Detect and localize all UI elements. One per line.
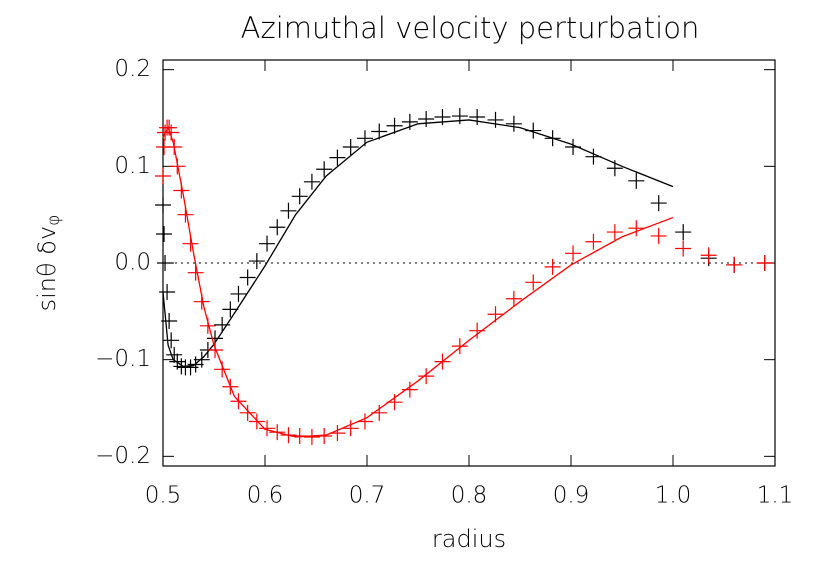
cross-marker bbox=[316, 161, 333, 178]
cross-marker bbox=[156, 226, 173, 242]
cross-marker bbox=[469, 109, 486, 126]
cross-marker bbox=[451, 338, 468, 355]
cross-marker bbox=[418, 110, 435, 127]
x-tick-label: 1.1 bbox=[757, 483, 794, 509]
cross-marker bbox=[239, 269, 256, 286]
cross-marker bbox=[159, 284, 176, 300]
cross-marker bbox=[280, 202, 297, 219]
y-tick-label: 0.1 bbox=[114, 153, 151, 179]
cross-marker bbox=[259, 420, 276, 437]
x-tick-label: 0.6 bbox=[247, 483, 284, 509]
cross-marker bbox=[230, 285, 247, 302]
cross-marker bbox=[505, 115, 522, 132]
cross-marker bbox=[269, 219, 286, 236]
cross-marker bbox=[675, 224, 692, 241]
cross-marker bbox=[239, 404, 256, 421]
cross-marker bbox=[700, 247, 717, 264]
cross-marker bbox=[342, 139, 359, 155]
series-line bbox=[162, 119, 674, 368]
y-tick-label: 0.2 bbox=[114, 56, 151, 82]
cross-marker bbox=[155, 197, 171, 213]
cross-marker bbox=[371, 123, 388, 140]
x-tick-label: 0.8 bbox=[451, 483, 488, 509]
cross-marker bbox=[451, 108, 468, 125]
cross-marker bbox=[291, 188, 308, 205]
y-axis-label: sinθ δvφ bbox=[33, 215, 64, 312]
cross-marker bbox=[544, 258, 561, 275]
cross-marker bbox=[222, 301, 239, 318]
y-tick-label: −0.2 bbox=[95, 443, 151, 469]
cross-marker bbox=[606, 224, 623, 241]
cross-marker bbox=[505, 290, 522, 307]
cross-marker bbox=[525, 274, 542, 291]
cross-marker bbox=[155, 168, 171, 184]
cross-marker bbox=[161, 313, 178, 329]
cross-marker bbox=[248, 253, 265, 270]
cross-marker bbox=[259, 235, 276, 252]
cross-marker bbox=[401, 113, 418, 130]
cross-marker bbox=[342, 420, 359, 437]
cross-marker bbox=[193, 351, 210, 368]
cross-marker bbox=[585, 233, 602, 250]
y-axis-label-text: sinθ δv bbox=[33, 226, 61, 312]
x-tick-label: 0.7 bbox=[349, 483, 386, 509]
cross-marker bbox=[157, 255, 174, 271]
cross-marker bbox=[650, 227, 667, 244]
x-tick-label: 1.0 bbox=[655, 483, 692, 509]
chart-title: Azimuthal velocity perturbation bbox=[241, 11, 700, 45]
series-line bbox=[162, 126, 674, 438]
y-tick-label: −0.1 bbox=[95, 346, 151, 372]
cross-marker bbox=[401, 381, 418, 398]
y-axis-label-subscript: φ bbox=[44, 215, 64, 226]
cross-marker bbox=[650, 195, 667, 212]
y-tick-label: 0.0 bbox=[114, 250, 151, 276]
cross-marker bbox=[303, 429, 320, 445]
cross-marker bbox=[214, 361, 231, 378]
x-tick-label: 0.5 bbox=[145, 483, 182, 509]
cross-marker bbox=[565, 245, 582, 262]
cross-marker bbox=[418, 368, 435, 385]
cross-marker bbox=[628, 220, 645, 237]
cross-marker bbox=[756, 255, 773, 271]
cross-marker bbox=[487, 111, 504, 128]
cross-marker bbox=[675, 240, 692, 257]
x-tick-label: 0.9 bbox=[553, 483, 590, 509]
cross-marker bbox=[386, 117, 403, 134]
cross-marker bbox=[207, 342, 224, 358]
cross-marker bbox=[248, 413, 265, 430]
x-axis-label: radius bbox=[432, 525, 506, 553]
cross-marker bbox=[356, 413, 373, 430]
cross-marker bbox=[329, 149, 346, 166]
cross-marker bbox=[214, 316, 231, 333]
cross-marker bbox=[163, 332, 180, 349]
cross-marker bbox=[726, 256, 743, 273]
cross-marker bbox=[628, 172, 645, 189]
cross-marker bbox=[303, 173, 320, 190]
